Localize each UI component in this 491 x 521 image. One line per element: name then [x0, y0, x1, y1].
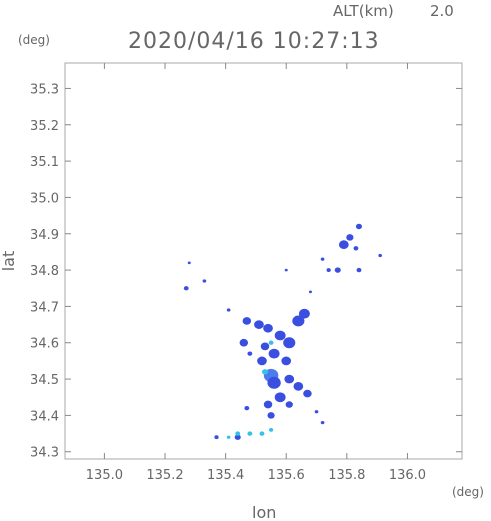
echo-cell	[274, 392, 286, 403]
echo-cell	[242, 317, 252, 325]
echo-cell	[284, 374, 295, 384]
echo-cell	[263, 323, 273, 333]
echo-cell	[260, 342, 270, 351]
echo-cell	[292, 315, 305, 327]
x-tick-label: 135.4	[207, 468, 244, 483]
echo-cell	[378, 253, 382, 258]
y-tick-label: 34.8	[30, 264, 59, 279]
alt-label: ALT(km)	[333, 2, 394, 20]
plot-frame	[64, 62, 463, 460]
echo-cell	[267, 412, 275, 419]
echo-cell	[298, 308, 310, 319]
echo-cell	[268, 340, 274, 345]
x-tick-label: 135.8	[328, 468, 365, 483]
echo-cell	[274, 330, 286, 341]
x-tick-label: 136.0	[389, 468, 426, 483]
echo-cell	[338, 240, 349, 250]
echo-cell	[234, 434, 241, 440]
echo-cell	[355, 223, 362, 230]
echo-cell	[259, 431, 265, 436]
echo-cell	[261, 369, 269, 375]
x-unit-label: (deg)	[452, 485, 484, 499]
y-axis-label: lat	[0, 251, 18, 272]
x-axis-label: lon	[252, 503, 276, 521]
echo-cell	[202, 279, 207, 283]
echo-cell	[308, 290, 312, 294]
echo-cell	[283, 337, 296, 349]
echo-cell	[285, 401, 293, 408]
echo-cell	[356, 267, 362, 273]
y-unit-label: (deg)	[18, 33, 50, 47]
x-ticks: 135.0 135.2 135.4 135.6 135.8 136.0	[86, 63, 426, 483]
echo-cell	[183, 286, 189, 291]
echo-cell	[268, 428, 274, 432]
y-tick-label: 34.5	[30, 373, 59, 388]
echo-cell	[303, 389, 312, 398]
echo-cell	[320, 257, 325, 261]
echo-cell	[268, 348, 280, 359]
x-tick-label: 135.6	[268, 468, 305, 483]
echo-cell	[214, 435, 219, 440]
echo-cell	[239, 338, 249, 347]
echo-cells	[183, 223, 382, 440]
y-tick-label: 35.1	[30, 155, 59, 170]
y-tick-label: 35.0	[30, 191, 59, 206]
echo-cell	[244, 405, 250, 411]
echo-cell	[247, 431, 253, 436]
echo-cell	[187, 261, 191, 265]
echo-cell	[235, 431, 241, 436]
echo-cell	[353, 246, 359, 251]
x-tick-label: 135.2	[146, 468, 183, 483]
echo-cell	[320, 421, 325, 425]
y-ticks: 34.3 34.4 34.5 34.6 34.7 34.8 34.9 35.0 35.1 35.2…	[30, 82, 462, 461]
echo-cell	[346, 234, 354, 241]
x-tick-label: 135.0	[86, 468, 123, 483]
y-tick-label: 35.3	[30, 82, 59, 97]
echo-cell	[267, 376, 281, 389]
echo-cell	[293, 381, 304, 391]
echo-cell	[254, 320, 264, 329]
chart-title: 2020/04/16 10:27:13	[128, 29, 380, 54]
y-tick-label: 34.6	[30, 337, 59, 352]
echo-cell	[263, 400, 273, 409]
echo-cell	[226, 308, 231, 312]
y-tick-label: 34.4	[30, 409, 59, 424]
echo-cell	[326, 268, 331, 272]
y-tick-label: 34.3	[30, 446, 59, 461]
y-tick-label: 35.2	[30, 119, 59, 134]
echo-cell	[257, 356, 267, 366]
echo-cell	[314, 410, 319, 414]
echo-cell	[226, 435, 231, 439]
echo-cell	[284, 268, 288, 272]
echo-cell	[247, 351, 253, 356]
y-tick-label: 34.9	[30, 228, 59, 243]
alt-value: 2.0	[430, 2, 454, 20]
y-tick-label: 34.7	[30, 300, 59, 315]
echo-cell	[281, 356, 292, 366]
echo-cell	[334, 267, 341, 273]
